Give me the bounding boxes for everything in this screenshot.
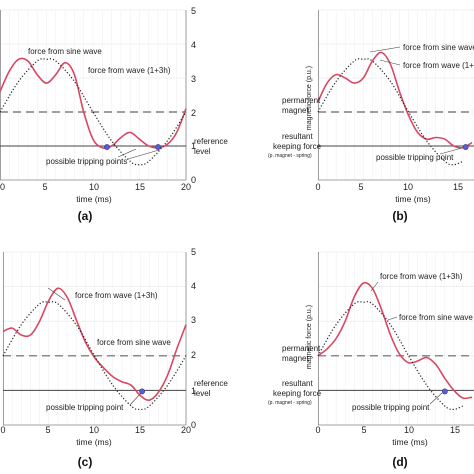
leader-a-2 (127, 149, 160, 160)
tripping-point-a-1 (155, 144, 161, 150)
plot-area-a (0, 9, 187, 181)
x-tick-b-5: 5 (358, 182, 363, 192)
panel-d: 0 5 10 15 time (ms) magnetic force (p.u.… (268, 251, 474, 469)
series-wave-1-3h-c (2, 287, 187, 401)
annotation-d-permanent: permanent (282, 344, 321, 353)
series-sine-wave-c (2, 301, 187, 411)
annotation-c-tripping: possible tripping point (46, 403, 124, 412)
tripping-point-c-0 (139, 388, 145, 395)
tripping-point-a-0 (104, 144, 110, 150)
leader-d-2 (387, 316, 398, 321)
x-tick-a-20: 20 (181, 182, 191, 192)
annotation-b-keeping: keeping force (273, 142, 322, 151)
annotation-b-resultant: resultant (282, 132, 313, 141)
tripping-point-b-0 (462, 144, 469, 150)
plot-area-b (317, 9, 474, 181)
annotation-b-tripping: possible tripping point (376, 153, 454, 162)
annotation-c-level: level (194, 389, 211, 398)
x-tick-c-10: 10 (89, 425, 99, 435)
leader-b-2 (379, 59, 401, 66)
x-tick-d-10: 10 (404, 425, 414, 435)
x-tick-d-5: 5 (361, 425, 366, 435)
x-tick-c-5: 5 (45, 425, 50, 435)
series-sine-wave-b (317, 58, 464, 166)
plot-area-c (2, 251, 187, 426)
x-tick-b-15: 15 (453, 182, 463, 192)
y-tick-a-0: 0 (191, 175, 196, 185)
x-tick-c-15: 15 (135, 425, 145, 435)
leader-c-2 (129, 392, 142, 406)
series-wave-1-3h-d (317, 281, 473, 400)
annotation-b-permanent: permanent (282, 96, 321, 105)
x-axis-title-b: time (ms) (395, 194, 431, 204)
y-tick-a-4: 4 (191, 40, 196, 50)
panel-label-d: (d) (392, 455, 407, 469)
annotation-a-sine: force from sine wave (28, 47, 102, 56)
leader-c-1 (47, 287, 66, 301)
annotation-a-tripping: possible tripping points (46, 157, 127, 166)
y-tick-c-4: 4 (191, 281, 196, 291)
leader-b-3 (439, 147, 463, 155)
x-tick-b-0: 0 (315, 182, 320, 192)
annotation-c-reference: reference (194, 379, 228, 388)
y-tick-c-0: 0 (191, 420, 196, 430)
series-wave-1-3h-b (317, 51, 473, 149)
annotation-b-spring: (p. magnet - spring) (268, 153, 312, 159)
annotation-c-wave: force from wave (1+3h) (75, 291, 158, 300)
plot-area-d (317, 251, 474, 426)
leader-b-1 (369, 46, 401, 53)
x-tick-a-5: 5 (42, 182, 47, 192)
annotation-a-level: level (194, 147, 211, 156)
y-axis-title-d: magnetic force (p.u.) (306, 305, 313, 369)
y-tick-c-1: 1 (191, 386, 196, 396)
annotation-d-spring: (p. magnet - spring) (268, 400, 312, 406)
annotation-c-sine: force from sine wave (97, 338, 171, 347)
panel-a: 0 5 10 15 20 0 1 2 3 4 5 time (ms) (a) f… (0, 6, 228, 223)
annotation-d-resultant: resultant (282, 379, 313, 388)
y-tick-c-5: 5 (191, 247, 196, 257)
leader-d-1 (370, 281, 379, 292)
annotation-d-tripping: possible tripping point (352, 403, 430, 412)
tripping-point-d-0 (441, 388, 448, 395)
x-tick-d-0: 0 (315, 425, 320, 435)
panel-c: 0 5 10 15 20 0 1 2 3 4 5 time (ms) (c) f… (0, 247, 228, 469)
panel-label-a: (a) (78, 209, 93, 223)
annotation-b-magnet: magnet (282, 106, 309, 115)
y-axis-title-b: magnetic force (p.u.) (306, 66, 313, 130)
annotation-b-sine: force from sine wave (403, 43, 474, 52)
x-axis-title-a: time (ms) (76, 194, 112, 204)
leader-d-3 (429, 392, 443, 405)
x-axis-title-c: time (ms) (76, 437, 112, 447)
x-tick-d-15: 15 (450, 425, 460, 435)
y-tick-a-1: 1 (191, 141, 196, 151)
panel-label-c: (c) (78, 455, 93, 469)
x-axis-title-d: time (ms) (392, 437, 428, 447)
y-tick-a-3: 3 (191, 74, 196, 84)
x-tick-c-20: 20 (181, 425, 191, 435)
x-tick-a-15: 15 (135, 182, 145, 192)
annotation-a-wave: force from wave (1+3h) (88, 66, 171, 75)
y-tick-c-2: 2 (191, 350, 196, 360)
annotation-d-keeping: keeping force (273, 389, 322, 398)
y-tick-a-2: 2 (191, 108, 196, 118)
leader-a-1 (117, 148, 137, 158)
annotation-d-magnet: magnet (282, 354, 309, 363)
annotation-b-wave: force from wave (1+3 (403, 61, 474, 70)
annotation-a-reference: reference (194, 137, 228, 146)
x-tick-a-0: 0 (0, 182, 5, 192)
y-tick-a-5: 5 (191, 6, 196, 16)
x-tick-c-0: 0 (0, 425, 5, 435)
annotation-d-sine: force from sine wave (399, 313, 473, 322)
panel-b: 0 5 10 15 time (ms) magnetic force (p.u.… (268, 9, 474, 223)
x-tick-b-10: 10 (403, 182, 413, 192)
y-tick-c-3: 3 (191, 315, 196, 325)
panel-label-b: (b) (392, 209, 407, 223)
annotation-d-wave: force from wave (1+3h) (380, 272, 463, 281)
x-tick-a-10: 10 (89, 182, 99, 192)
